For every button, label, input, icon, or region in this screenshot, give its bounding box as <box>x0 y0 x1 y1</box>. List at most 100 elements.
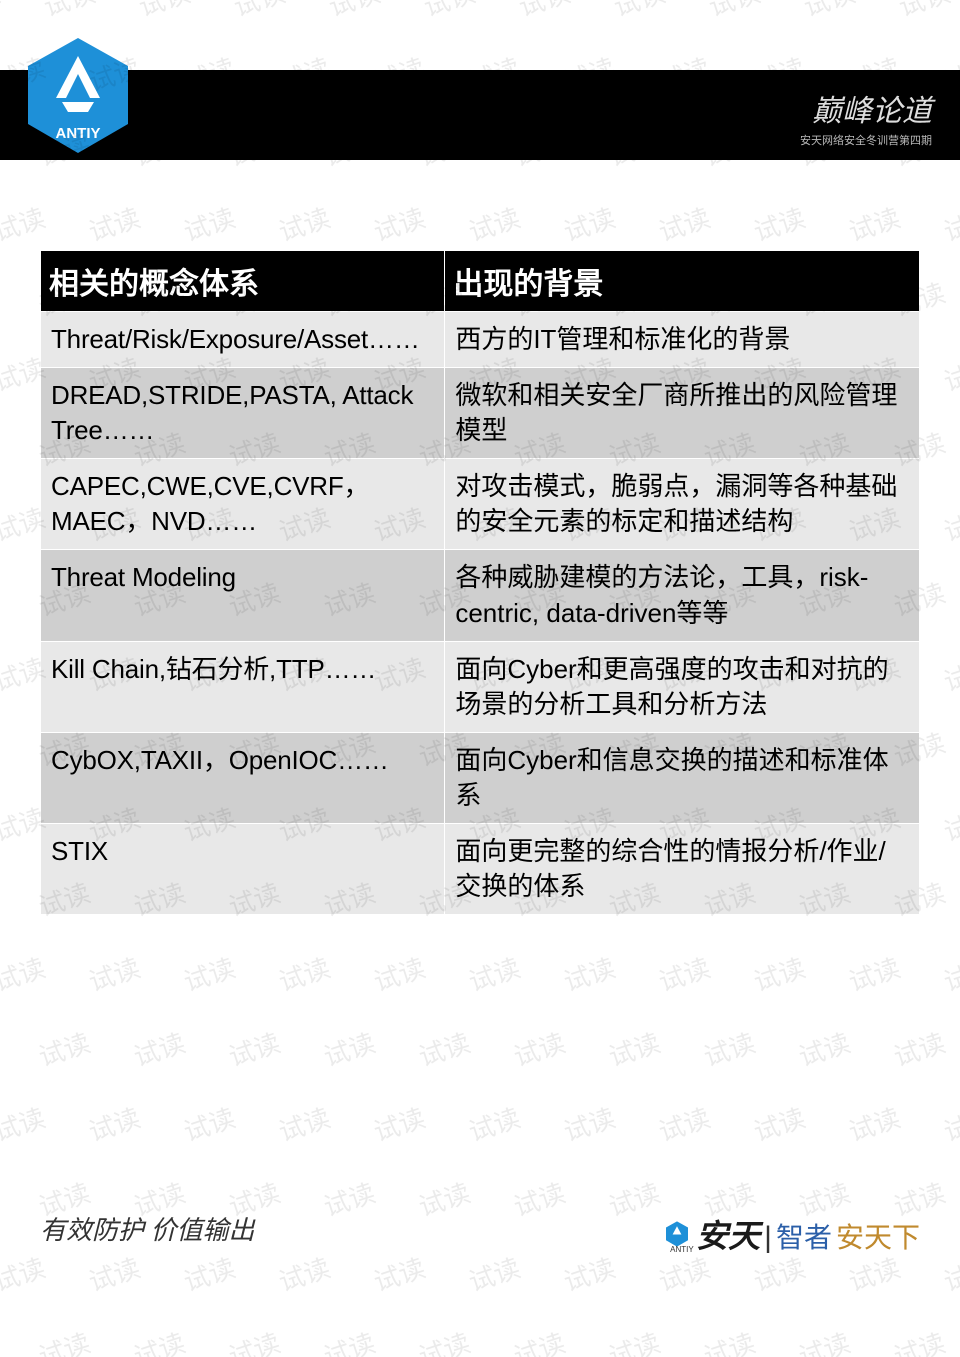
antiy-logo: ANTIY <box>28 38 128 153</box>
watermark-text: 试读 <box>319 1323 380 1357</box>
table-row: Kill Chain,钻石分析,TTP…… 面向Cyber和更高强度的攻击和对抗… <box>41 641 920 732</box>
watermark-text: 试读 <box>749 948 810 999</box>
watermark-text: 试读 <box>654 1098 715 1149</box>
watermark-text: 试读 <box>939 498 960 549</box>
watermark-text: 试读 <box>559 1248 620 1299</box>
watermark-text: 试读 <box>179 198 240 249</box>
watermark-text: 试读 <box>84 1098 145 1149</box>
cell-background: 西方的IT管理和标准化的背景 <box>445 312 920 368</box>
watermark-text: 试读 <box>369 1098 430 1149</box>
concepts-table-container: 相关的概念体系 出现的背景 Threat/Risk/Exposure/Asset… <box>40 250 920 915</box>
watermark-text: 试读 <box>794 1323 855 1357</box>
watermark-text: 试读 <box>0 948 49 999</box>
watermark-text: 试读 <box>179 948 240 999</box>
watermark-text: 试读 <box>414 1173 475 1224</box>
watermark-text: 试读 <box>414 1323 475 1357</box>
watermark-text: 试读 <box>699 1023 760 1074</box>
watermark-text: 试读 <box>654 948 715 999</box>
footer-mini-logo: ANTIY <box>666 1221 692 1252</box>
watermark-text: 试读 <box>414 1023 475 1074</box>
watermark-text: 试读 <box>464 948 525 999</box>
watermark-text: 试读 <box>0 198 49 249</box>
watermark-text: 试读 <box>84 198 145 249</box>
concepts-table: 相关的概念体系 出现的背景 Threat/Risk/Exposure/Asset… <box>40 250 920 915</box>
watermark-text: 试读 <box>509 1173 570 1224</box>
cell-background: 微软和相关安全厂商所推出的风险管理模型 <box>445 368 920 459</box>
footer-brand-cn: 安天 <box>696 1211 760 1257</box>
watermark-text: 试读 <box>129 1023 190 1074</box>
watermark-text: 试读 <box>889 1023 950 1074</box>
cell-concept: Threat Modeling <box>41 550 445 641</box>
watermark-text: 试读 <box>749 1098 810 1149</box>
cell-concept: Threat/Risk/Exposure/Asset…… <box>41 312 445 368</box>
watermark-text: 试读 <box>514 0 575 24</box>
watermark-text: 试读 <box>319 1023 380 1074</box>
watermark-text: 试读 <box>939 798 960 849</box>
footer-slogan-blue: 智者 <box>776 1216 832 1256</box>
watermark-text: 试读 <box>224 1023 285 1074</box>
header-subtitle: 安天网络安全冬训营第四期 <box>800 132 932 148</box>
watermark-text: 试读 <box>0 1098 49 1149</box>
watermark-text: 试读 <box>654 198 715 249</box>
cell-concept: Kill Chain,钻石分析,TTP…… <box>41 641 445 732</box>
cell-concept: DREAD,STRIDE,PASTA, Attack Tree…… <box>41 368 445 459</box>
watermark-text: 试读 <box>559 198 620 249</box>
watermark-text: 试读 <box>179 1248 240 1299</box>
table-header-background: 出现的背景 <box>445 251 920 312</box>
watermark-text: 试读 <box>464 1248 525 1299</box>
footer-slogan-left: 有效防护 价值输出 <box>40 1210 255 1247</box>
cell-concept: CybOX,TAXII，OpenIOC…… <box>41 732 445 823</box>
table-row: STIX 面向更完整的综合性的情报分析/作业/交换的体系 <box>41 824 920 915</box>
table-header-row: 相关的概念体系 出现的背景 <box>41 251 920 312</box>
watermark-text: 试读 <box>274 948 335 999</box>
cell-background: 面向Cyber和更高强度的攻击和对抗的场景的分析工具和分析方法 <box>445 641 920 732</box>
watermark-text: 试读 <box>939 1098 960 1149</box>
cell-background: 面向更完整的综合性的情报分析/作业/交换的体系 <box>445 824 920 915</box>
footer-divider: | <box>764 1221 772 1255</box>
cell-background: 各种威胁建模的方法论，工具，risk-centric, data-driven等… <box>445 550 920 641</box>
table-row: DREAD,STRIDE,PASTA, Attack Tree…… 微软和相关安… <box>41 368 920 459</box>
watermark-text: 试读 <box>604 1173 665 1224</box>
watermark-text: 试读 <box>0 1248 49 1299</box>
cell-background: 面向Cyber和信息交换的描述和标准体系 <box>445 732 920 823</box>
watermark-text: 试读 <box>369 1248 430 1299</box>
header-calligraphy: 巅峰论道 <box>800 86 932 130</box>
watermark-text: 试读 <box>0 0 4 24</box>
table-row: CybOX,TAXII，OpenIOC…… 面向Cyber和信息交换的描述和标准… <box>41 732 920 823</box>
watermark-text: 试读 <box>509 1323 570 1357</box>
table-row: Threat/Risk/Exposure/Asset…… 西方的IT管理和标准化… <box>41 312 920 368</box>
watermark-text: 试读 <box>604 1323 665 1357</box>
watermark-text: 试读 <box>319 1173 380 1224</box>
watermark-text: 试读 <box>704 0 765 24</box>
watermark-text: 试读 <box>134 0 195 24</box>
watermark-text: 试读 <box>844 198 905 249</box>
table-row: CAPEC,CWE,CVE,CVRF，MAEC，NVD…… 对攻击模式，脆弱点，… <box>41 459 920 550</box>
cell-background: 对攻击模式，脆弱点，漏洞等各种基础的安全元素的标定和描述结构 <box>445 459 920 550</box>
watermark-text: 试读 <box>129 1323 190 1357</box>
watermark-text: 试读 <box>229 0 290 24</box>
footer-brand-right: ANTIY 安天 | 智者安天下 <box>666 1211 920 1257</box>
watermark-text: 试读 <box>509 1023 570 1074</box>
watermark-text: 试读 <box>939 1248 960 1299</box>
watermark-text: 试读 <box>609 0 670 24</box>
watermark-text: 试读 <box>324 0 385 24</box>
watermark-text: 试读 <box>274 1098 335 1149</box>
header-series-label: 巅峰论道 安天网络安全冬训营第四期 <box>800 86 932 148</box>
watermark-text: 试读 <box>939 948 960 999</box>
watermark-text: 试读 <box>34 1023 95 1074</box>
watermark-text: 试读 <box>84 1248 145 1299</box>
watermark-text: 试读 <box>844 1098 905 1149</box>
watermark-text: 试读 <box>84 948 145 999</box>
watermark-text: 试读 <box>464 198 525 249</box>
watermark-text: 试读 <box>794 1023 855 1074</box>
cell-concept: STIX <box>41 824 445 915</box>
watermark-text: 试读 <box>939 348 960 399</box>
watermark-text: 试读 <box>39 0 100 24</box>
watermark-text: 试读 <box>894 0 955 24</box>
footer-slogan-gold: 安天下 <box>836 1216 920 1256</box>
watermark-text: 试读 <box>889 1323 950 1357</box>
watermark-text: 试读 <box>699 1323 760 1357</box>
watermark-text: 试读 <box>559 948 620 999</box>
watermark-text: 试读 <box>749 198 810 249</box>
table-row: Threat Modeling 各种威胁建模的方法论，工具，risk-centr… <box>41 550 920 641</box>
